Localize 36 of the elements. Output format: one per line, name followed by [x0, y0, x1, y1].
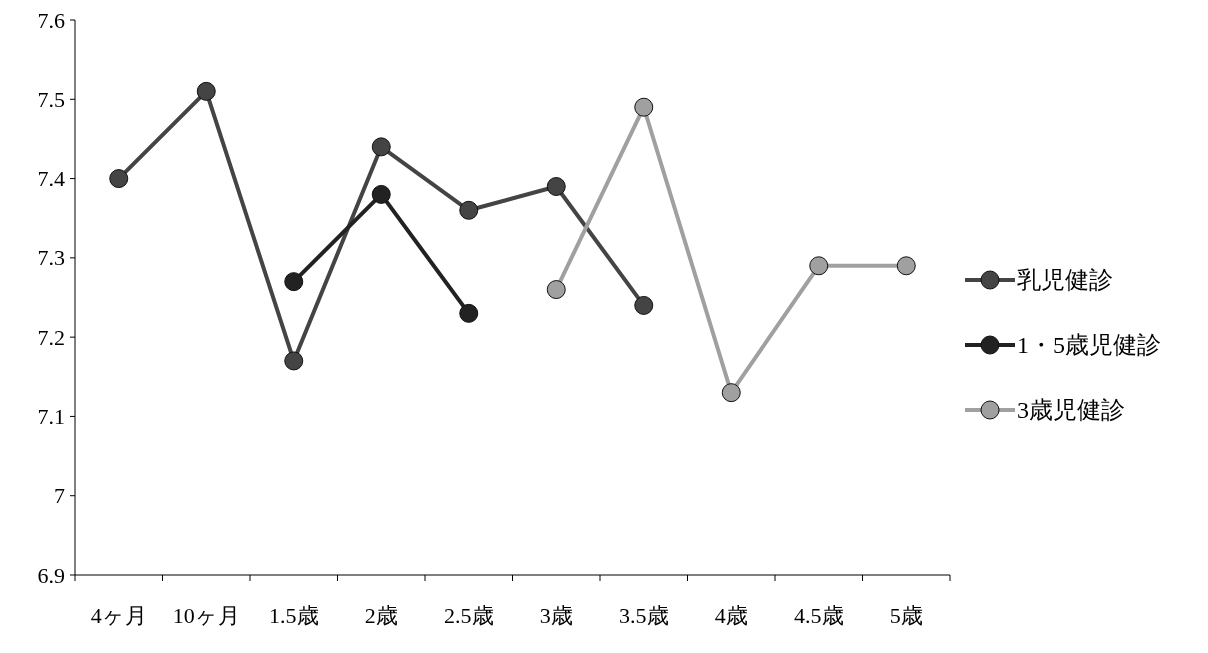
point	[371, 184, 391, 204]
point	[721, 383, 741, 403]
x-tick-label: 10ヶ月	[172, 603, 240, 628]
point	[371, 137, 391, 157]
point	[459, 200, 479, 220]
y-tick-label: 7.2	[37, 324, 65, 350]
point	[896, 256, 916, 276]
point	[546, 177, 566, 196]
point	[109, 169, 129, 189]
point	[196, 81, 216, 101]
point	[284, 351, 304, 371]
y-tick-label: 7.5	[37, 86, 65, 112]
x-tick-label: 2歳	[364, 603, 398, 628]
point	[634, 97, 654, 117]
point	[284, 272, 304, 292]
legend-label: 1・5歳児健診	[1017, 332, 1161, 358]
point	[809, 256, 829, 276]
y-tick-label: 7.1	[37, 403, 65, 429]
x-tick-label: 4歳	[714, 603, 748, 628]
point	[459, 303, 479, 323]
y-tick-label: 7	[54, 483, 65, 509]
y-tick-label: 7.6	[37, 7, 65, 33]
x-tick-label: 3歳	[539, 603, 573, 628]
legend-label: 乳児健診	[1017, 267, 1113, 293]
legend-label: 3歳児健診	[1017, 397, 1125, 423]
x-tick-label: 2.5歳	[444, 603, 494, 628]
point	[546, 280, 566, 300]
point	[634, 295, 654, 315]
x-tick-label: 3.5歳	[619, 603, 669, 628]
y-tick-label: 7.3	[37, 245, 65, 271]
y-tick-label: 6.9	[37, 562, 65, 588]
x-tick-label: 1.5歳	[269, 603, 319, 628]
x-tick-label: 5歳	[889, 603, 923, 628]
y-tick-label: 7.4	[37, 166, 65, 192]
x-tick-label: 4ヶ月	[90, 603, 147, 628]
x-tick-label: 4.5歳	[794, 603, 844, 628]
